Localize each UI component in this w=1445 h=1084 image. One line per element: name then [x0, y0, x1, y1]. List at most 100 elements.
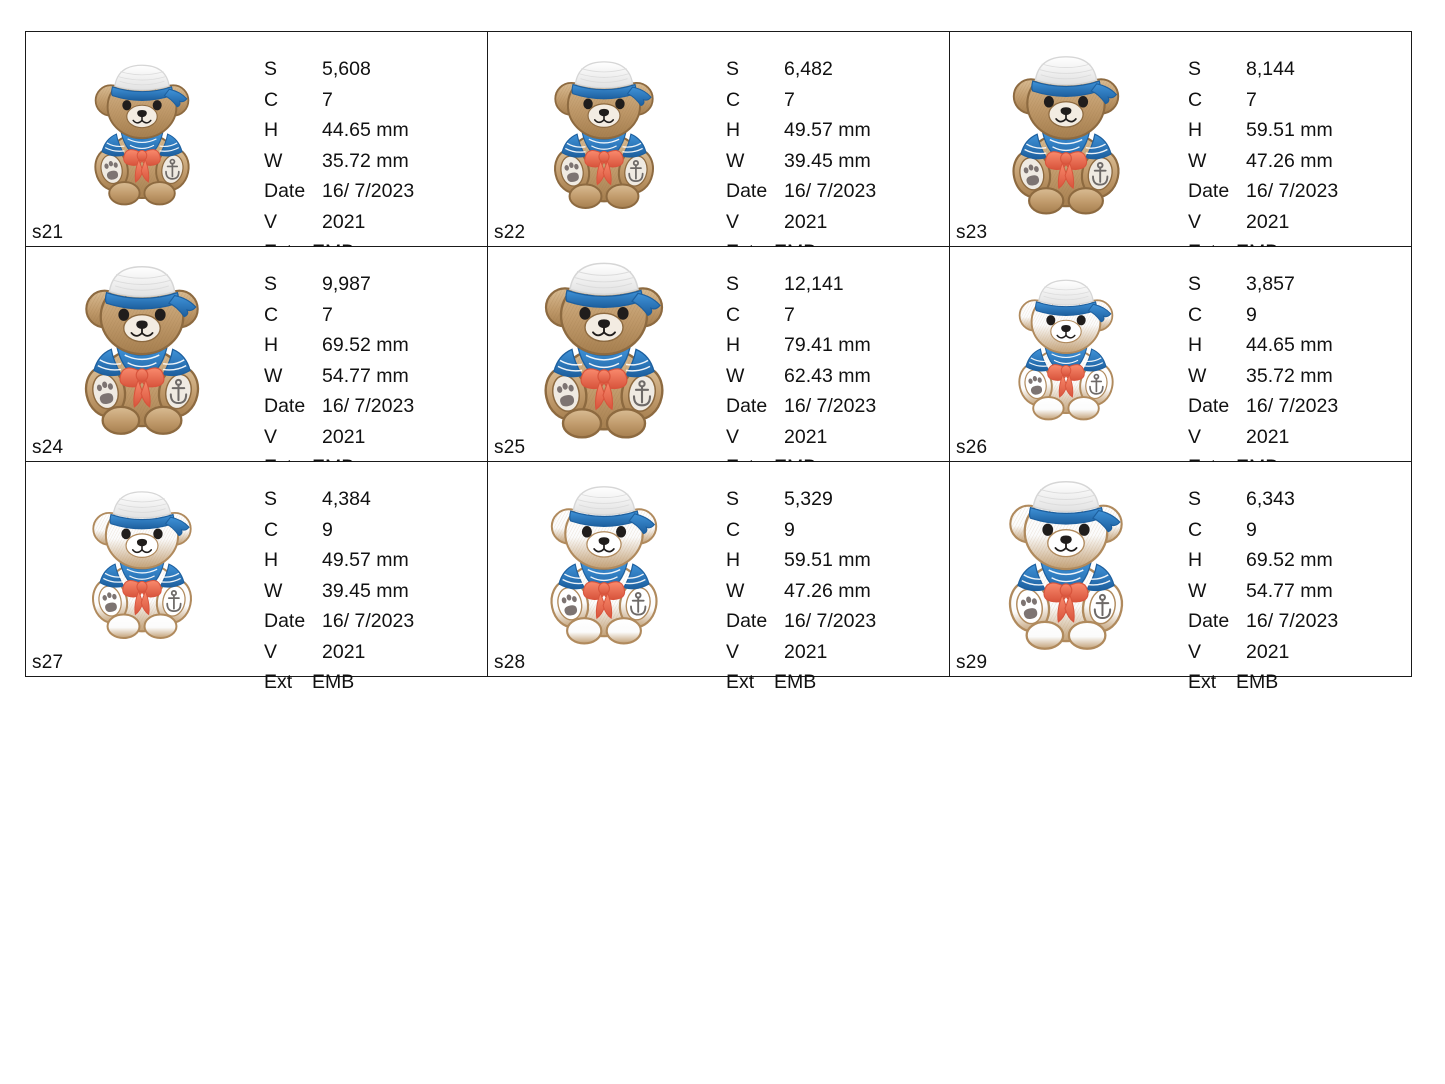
spec-value-colors: 7 — [1246, 88, 1257, 111]
spec-key-ext: Ext — [726, 671, 755, 693]
spec-value-height: 59.51 mm — [784, 549, 871, 571]
spec-row-stitches: S 5,608 — [264, 54, 484, 85]
spec-value-date: 16/ 7/2023 — [1246, 395, 1339, 417]
design-code: s24 — [32, 437, 64, 458]
spec-key-height: H — [726, 119, 741, 141]
spec-key-stitches: S — [726, 488, 740, 510]
spec-row-height: H 79.41 mm — [726, 330, 946, 361]
spec-value-date: 16/ 7/2023 — [784, 180, 877, 202]
spec-row-date: Date 16/ 7/2023 — [726, 606, 946, 637]
spec-value-stitches: 6,482 — [784, 58, 833, 80]
spec-row-width: W 39.45 mm — [264, 576, 484, 607]
spec-row-stitches: S 6,343 — [1188, 484, 1408, 515]
spec-row-version: V 2021 — [1188, 637, 1408, 668]
spec-value-version: 2021 — [1246, 210, 1290, 233]
spec-row-height: H 44.65 mm — [264, 115, 484, 146]
spec-value-date: 16/ 7/2023 — [322, 180, 415, 202]
spec-key-height: H — [1188, 119, 1203, 141]
sailor-bear-icon — [70, 51, 214, 215]
spec-value-stitches: 5,329 — [784, 488, 833, 510]
spec-key-date: Date — [1188, 180, 1230, 202]
spec-key-height: H — [726, 334, 741, 356]
spec-key-height: H — [264, 119, 279, 141]
spec-key-date: Date — [264, 395, 306, 417]
spec-value-colors: 7 — [784, 88, 795, 111]
spec-row-width: W 54.77 mm — [1188, 576, 1408, 607]
spec-row-version: V 2021 — [264, 637, 484, 668]
spec-key-stitches: S — [1188, 273, 1202, 295]
spec-value-width: 35.72 mm — [1246, 364, 1333, 387]
spec-key-height: H — [264, 549, 279, 571]
spec-value-height: 59.51 mm — [1246, 119, 1333, 141]
spec-value-stitches: 6,343 — [1246, 488, 1295, 510]
spec-key-stitches: S — [726, 273, 740, 295]
spec-value-width: 39.45 mm — [322, 579, 409, 602]
spec-key-width: W — [726, 364, 745, 387]
spec-row-version: V 2021 — [1188, 422, 1408, 453]
spec-value-width: 39.45 mm — [784, 149, 871, 172]
spec-row-version: V 2021 — [264, 207, 484, 238]
sailor-bear-icon — [514, 245, 694, 450]
spec-row-height: H 69.52 mm — [264, 330, 484, 361]
spec-key-stitches: S — [1188, 58, 1202, 80]
spec-row-version: V 2021 — [726, 207, 946, 238]
spec-key-stitches: S — [264, 58, 278, 80]
spec-row-stitches: S 5,329 — [726, 484, 946, 515]
spec-key-date: Date — [726, 610, 768, 632]
spec-row-version: V 2021 — [726, 422, 946, 453]
spec-value-width: 47.26 mm — [1246, 149, 1333, 172]
spec-row-height: H 49.57 mm — [726, 115, 946, 146]
spec-value-version: 2021 — [784, 210, 828, 233]
spec-value-date: 16/ 7/2023 — [1246, 180, 1339, 202]
artwork-area: s23 — [950, 32, 1182, 246]
spec-key-version: V — [726, 210, 740, 233]
spec-value-stitches: 3,857 — [1246, 273, 1295, 295]
spec-key-height: H — [264, 334, 279, 356]
spec-key-height: H — [1188, 549, 1203, 571]
spec-row-height: H 69.52 mm — [1188, 545, 1408, 576]
spec-key-width: W — [264, 149, 283, 172]
spec-value-stitches: 12,141 — [784, 273, 844, 295]
spec-key-version: V — [264, 640, 278, 663]
spec-row-stitches: S 9,987 — [264, 269, 484, 300]
spec-value-ext: EMB — [1236, 671, 1279, 693]
spec-value-stitches: 5,608 — [322, 58, 371, 80]
spec-key-date: Date — [264, 180, 306, 202]
spec-row-version: V 2021 — [264, 422, 484, 453]
artwork-area: s24 — [26, 247, 258, 461]
sailor-bear-icon — [994, 266, 1138, 430]
spec-value-height: 69.52 mm — [1246, 549, 1333, 571]
spec-key-width: W — [1188, 364, 1207, 387]
spec-key-width: W — [264, 364, 283, 387]
spec-value-version: 2021 — [1246, 425, 1290, 448]
spec-row-height: H 59.51 mm — [726, 545, 946, 576]
spec-value-width: 62.43 mm — [784, 364, 871, 387]
sailor-bear-icon — [56, 249, 229, 446]
spec-key-stitches: S — [264, 488, 278, 510]
spec-value-version: 2021 — [784, 640, 828, 663]
